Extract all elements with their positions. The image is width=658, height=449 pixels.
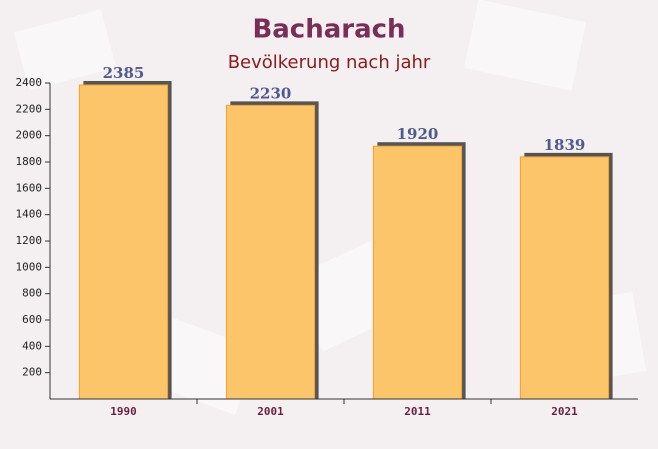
y-tick-label: 2400 (16, 76, 43, 89)
x-tick-label: 2001 (257, 405, 284, 418)
y-tick-label: 1800 (16, 155, 43, 168)
y-tick-label: 1000 (16, 260, 43, 273)
y-tick-label: 1400 (16, 208, 43, 221)
y-tick-label: 2200 (16, 102, 43, 115)
y-tick-label: 400 (22, 339, 42, 352)
y-tick-label: 800 (22, 287, 42, 300)
y-tick-label: 1200 (16, 234, 43, 247)
y-tick-label: 2000 (16, 129, 43, 142)
x-tick-label: 2011 (404, 405, 431, 418)
bar (78, 84, 169, 400)
bar (372, 145, 463, 400)
value-label: 1839 (544, 136, 586, 154)
chart-subtitle: Bevölkerung nach jahr (228, 52, 431, 73)
x-tick-label: 2021 (551, 405, 578, 418)
y-tick-label: 1600 (16, 181, 43, 194)
y-tick-label: 600 (22, 313, 42, 326)
value-label: 2385 (103, 64, 145, 82)
bar (519, 156, 610, 400)
bar (225, 104, 316, 400)
chart-title: Bacharach (252, 15, 405, 45)
value-label: 2230 (250, 84, 292, 102)
y-tick-label: 200 (22, 366, 42, 379)
x-tick-label: 1990 (110, 405, 137, 418)
value-label: 1920 (397, 125, 439, 143)
